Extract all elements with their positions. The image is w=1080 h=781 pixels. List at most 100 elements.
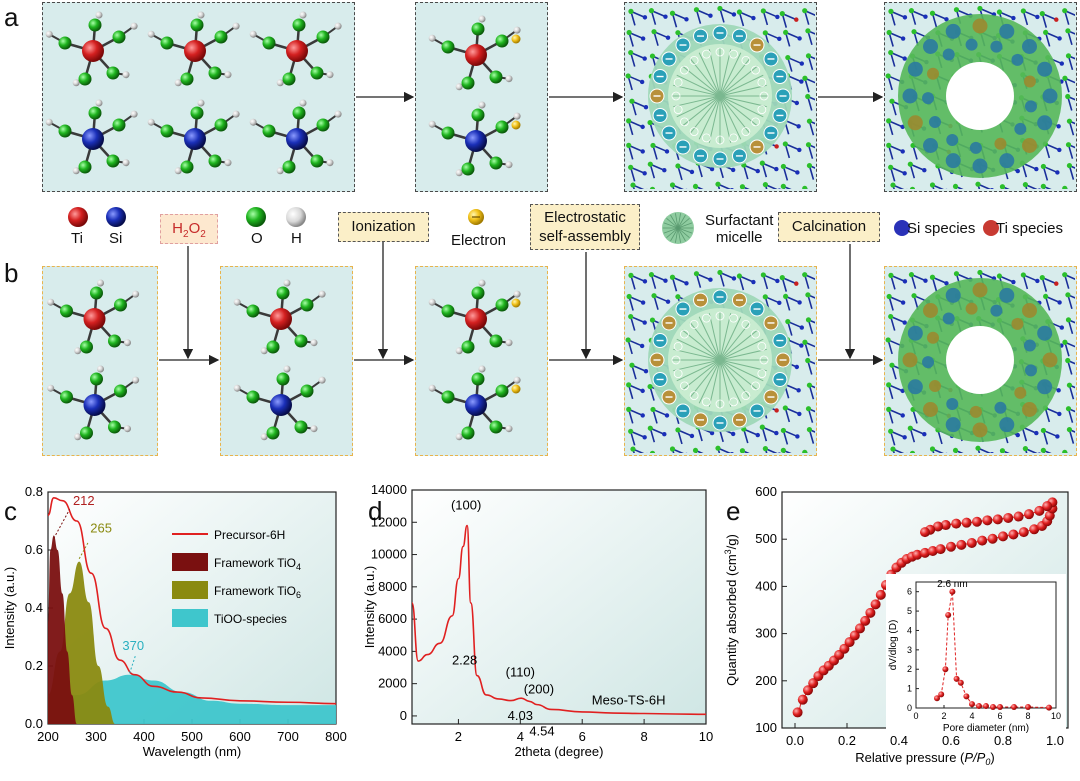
si-species-dot bbox=[929, 116, 942, 129]
si-species-dot bbox=[945, 287, 961, 303]
si-species-dot bbox=[1024, 100, 1037, 113]
si-atom-icon bbox=[106, 207, 126, 227]
legend-label-0: Framework TiO4 bbox=[214, 556, 301, 572]
si-species-dot bbox=[1037, 61, 1053, 77]
d-series-label: Meso-TS-6H bbox=[592, 693, 666, 708]
legend-label-precursor: Precursor-6H bbox=[214, 528, 285, 542]
inset-ytick-label: 5 bbox=[907, 606, 912, 616]
si-species-dot bbox=[969, 141, 982, 154]
row-a-mesopore-network bbox=[885, 5, 1080, 204]
cation-site bbox=[680, 329, 689, 339]
cation-site bbox=[759, 355, 769, 365]
cation-site bbox=[702, 397, 711, 407]
d-ytick-label: 6000 bbox=[378, 611, 407, 626]
adsorption-point bbox=[912, 549, 923, 560]
inset-xtick-label: 4 bbox=[969, 711, 974, 721]
desorption-point bbox=[933, 521, 943, 532]
adsorption-point bbox=[1018, 527, 1029, 538]
adsorption-point bbox=[987, 533, 998, 544]
panel-letter-e: e bbox=[726, 496, 741, 526]
cation-site bbox=[715, 135, 725, 145]
ti-species-dot bbox=[923, 303, 939, 319]
cation-site bbox=[741, 127, 751, 136]
d-annotation-3: (200) bbox=[524, 681, 554, 696]
annot-370: 370 bbox=[122, 638, 144, 653]
inset-ytick-label: 3 bbox=[907, 645, 912, 655]
si-species-dot bbox=[1021, 39, 1037, 55]
legend-atom-icons bbox=[68, 207, 126, 227]
si-species-dot bbox=[942, 48, 955, 61]
row-a-ionized-box bbox=[415, 2, 548, 192]
ti-species-dot bbox=[1021, 401, 1037, 417]
ti-molecule bbox=[45, 11, 138, 87]
cation-site bbox=[751, 117, 760, 127]
si-species-dot bbox=[945, 417, 961, 433]
electrostatic-tag: Electrostatic self-assembly bbox=[530, 204, 640, 250]
si-molecule bbox=[147, 99, 240, 175]
e-xlabel: Relative pressure (P/P0) bbox=[855, 750, 994, 767]
e-xtick-label: 0.6 bbox=[942, 733, 960, 748]
row-b-peroxo-box bbox=[220, 266, 353, 456]
ti-species-dot bbox=[926, 67, 939, 80]
cation-site bbox=[680, 117, 689, 127]
adsorption-point bbox=[803, 685, 813, 696]
c-ytick-label: 0.6 bbox=[25, 542, 43, 557]
legend-swatch-2 bbox=[172, 609, 208, 627]
legend-h-label: H bbox=[291, 230, 302, 247]
cation-site bbox=[680, 65, 689, 75]
desorption-point bbox=[982, 515, 993, 526]
si-species-dot bbox=[999, 417, 1015, 433]
inset-point bbox=[997, 704, 1003, 711]
surfactant-line2: micelle bbox=[715, 229, 763, 246]
inset-xtick-label: 2 bbox=[941, 711, 946, 721]
legend-label-1: Framework TiO6 bbox=[214, 584, 301, 600]
e-xtick-label: 1.0 bbox=[1046, 733, 1064, 748]
d-xlabel: 2theta (degree) bbox=[515, 744, 604, 759]
si-molecule bbox=[249, 99, 342, 175]
cation-site bbox=[757, 105, 767, 114]
cation-site bbox=[751, 329, 760, 339]
adsorption-point bbox=[998, 531, 1008, 542]
adsorption-point bbox=[956, 539, 967, 550]
cation-site bbox=[689, 391, 699, 400]
inset-ytick-label: 4 bbox=[907, 625, 912, 635]
d-annotation-5: 4.54 bbox=[529, 723, 554, 738]
d-ytick-label: 10000 bbox=[371, 547, 407, 562]
adsorption-point bbox=[797, 694, 808, 705]
legend-swatch-0 bbox=[172, 553, 208, 571]
inset-ytick-label: 0 bbox=[907, 703, 912, 713]
cation-site bbox=[671, 91, 681, 101]
e-ytick-label: 300 bbox=[755, 626, 777, 641]
inset-xtick-label: 6 bbox=[997, 711, 1002, 721]
uv-vis-chart: 200 300 400 500 600 700 800 0.0 0.2 0.4 0.6 0.8 212 2… bbox=[2, 484, 347, 759]
c-xtick-label: 400 bbox=[133, 729, 155, 744]
si-species-dot bbox=[922, 356, 935, 369]
inset-ytick-label: 6 bbox=[907, 587, 912, 597]
inset-point bbox=[969, 701, 975, 708]
si-species-dot bbox=[999, 153, 1015, 169]
ti-species-dot bbox=[902, 352, 918, 368]
adsorption-point bbox=[870, 599, 881, 610]
si-species-dot bbox=[923, 137, 939, 153]
adsorption-point bbox=[935, 544, 946, 555]
adsorption-point bbox=[860, 615, 871, 626]
d-xtick-label: 2 bbox=[455, 729, 462, 744]
row-b-assembly-box bbox=[624, 266, 826, 468]
inset-point bbox=[1025, 704, 1031, 711]
c-xlabel: Wavelength (nm) bbox=[143, 744, 242, 759]
inset-point bbox=[976, 703, 982, 710]
cation-site bbox=[729, 133, 738, 143]
e-ytick-label: 200 bbox=[755, 673, 777, 688]
adsorption-point bbox=[792, 707, 803, 718]
ti-species-dot bbox=[1023, 75, 1036, 88]
series-line-meso-ts-6h bbox=[411, 524, 707, 716]
legend-oh-icons bbox=[246, 207, 306, 227]
row-b-ionized-molecules bbox=[428, 279, 521, 441]
ti-species-dot bbox=[969, 405, 982, 418]
ti-species-dot bbox=[926, 331, 939, 344]
si-species-dot bbox=[1037, 115, 1053, 131]
ionization-tag: Ionization bbox=[338, 212, 429, 242]
mesopore-hole bbox=[946, 62, 1014, 130]
electron-mark bbox=[511, 384, 521, 394]
c-ytick-label: 0.2 bbox=[25, 658, 43, 673]
